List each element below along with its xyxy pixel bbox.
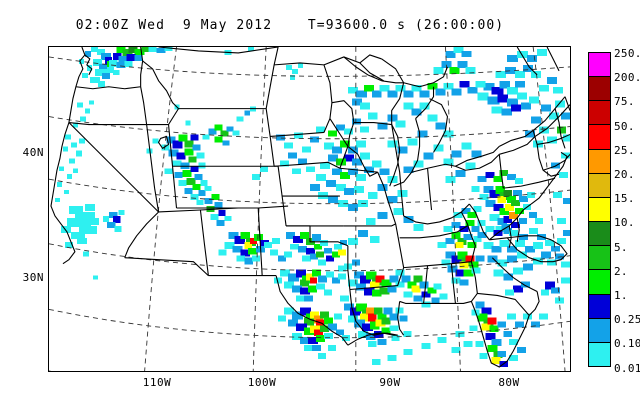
- precipitation-field: [54, 47, 570, 368]
- colorbar-band-10: [589, 222, 610, 247]
- colorbar-label-50: 50.: [614, 120, 635, 133]
- colorbar-label-5: 5.: [614, 241, 628, 254]
- colorbar-label-250: 250.: [614, 47, 640, 60]
- graticule: [49, 47, 570, 371]
- map-plot-area: [48, 46, 571, 372]
- colorbar-band-2: [589, 270, 610, 295]
- colorbar: [588, 52, 611, 367]
- colorbar-band-025: [589, 318, 610, 343]
- y-axis-labels: 40N 30N: [0, 0, 44, 400]
- precip-lower-colorado: [60, 204, 125, 280]
- map-boundaries: [50, 47, 570, 368]
- x-tick-110w: 110W: [142, 376, 172, 389]
- colorbar-band-15: [589, 197, 610, 223]
- colorbar-band-250: [589, 53, 610, 78]
- x-tick-80w: 80W: [498, 376, 520, 389]
- colorbar-label-25: 25.: [614, 144, 635, 157]
- colorbar-label-1: 1.: [614, 289, 628, 302]
- colorbar-label-025: 0.25: [614, 313, 640, 326]
- precip-pacific-northwest: [78, 47, 173, 87]
- colorbar-band-5: [589, 246, 610, 271]
- precip-upper-midwest: [276, 118, 424, 245]
- x-axis-labels: 110W 100W 90W 80W: [0, 376, 640, 396]
- figure-title: 02:00Z Wed 9 May 2012 T=93600.0 s (26:00…: [75, 18, 505, 33]
- precip-offshore: [252, 152, 570, 304]
- precip-texas-gulf: [278, 307, 350, 360]
- precip-great-lakes: [347, 47, 486, 184]
- colorbar-band-1: [589, 294, 610, 319]
- colorbar-band-50: [589, 125, 610, 150]
- x-tick-90w: 90W: [379, 376, 401, 389]
- precip-northeast: [477, 48, 570, 148]
- x-tick-100w: 100W: [247, 376, 277, 389]
- colorbar-label-010: 0.10: [614, 337, 640, 350]
- colorbar-band-20: [589, 173, 610, 198]
- colorbar-band-25: [589, 149, 610, 174]
- colorbar-band-200: [589, 77, 610, 102]
- colorbar-band-010: [589, 342, 610, 367]
- colorbar-label-10: 10.: [614, 216, 635, 229]
- map-canvas: [49, 47, 570, 371]
- precip-mid-south: [337, 259, 448, 308]
- colorbar-label-001: 0.01: [614, 362, 640, 375]
- colorbar-labels: 250. 200. 75. 50. 25. 20. 15. 10. 5. 2. …: [612, 44, 640, 380]
- y-tick-30n: 30N: [22, 271, 44, 284]
- colorbar-label-2: 2.: [614, 265, 628, 278]
- precip-carolinas: [477, 223, 570, 296]
- colorbar-band-75: [589, 101, 610, 126]
- y-tick-40n: 40N: [22, 146, 44, 159]
- colorbar-label-75: 75.: [614, 95, 635, 108]
- colorbar-label-20: 20.: [614, 168, 635, 181]
- precip-mid-atlantic: [471, 170, 544, 234]
- colorbar-label-200: 200.: [614, 71, 640, 84]
- precip-lower-mississippi: [339, 295, 412, 348]
- colorbar-label-15: 15.: [614, 192, 635, 205]
